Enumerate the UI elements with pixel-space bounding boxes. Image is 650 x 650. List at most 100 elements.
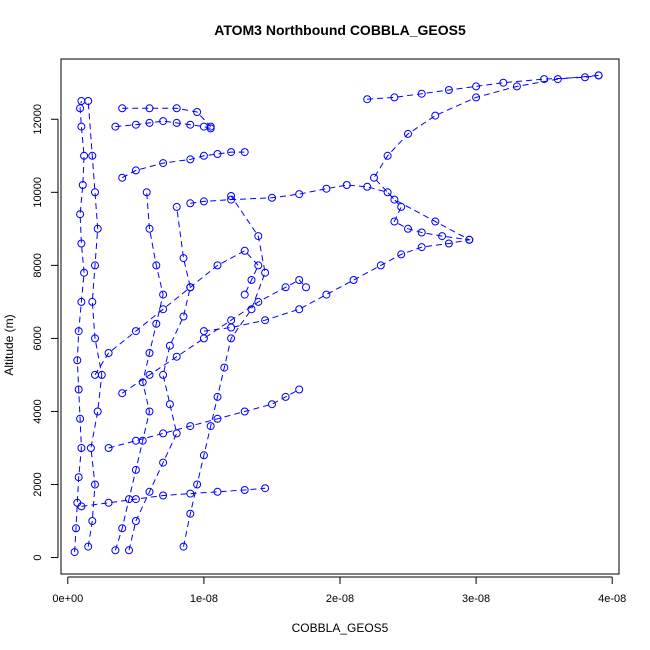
data-point <box>472 93 481 102</box>
data-point <box>186 509 195 518</box>
data-point <box>145 104 154 113</box>
data-point <box>261 484 270 493</box>
data-point <box>131 166 140 175</box>
data-point <box>145 224 154 233</box>
data-point <box>152 261 161 270</box>
data-point <box>213 414 222 423</box>
data-point <box>88 297 97 306</box>
data-point <box>131 120 140 129</box>
x-axis: 0e+00 1e-08 2e-08 3e-08 4e-08 <box>52 576 626 605</box>
data-point <box>581 73 589 82</box>
y-tick-label: 10000 <box>32 177 44 208</box>
data-point <box>111 546 120 555</box>
data-point <box>78 181 87 189</box>
data-point <box>261 268 270 277</box>
data-point <box>220 363 229 372</box>
series-7 <box>363 71 603 104</box>
data-point <box>77 239 86 248</box>
data-point <box>159 117 168 126</box>
data-point <box>295 305 304 314</box>
data-point <box>199 451 208 460</box>
data-point <box>88 517 97 525</box>
y-tick-label: 12000 <box>32 104 44 135</box>
series-line <box>81 487 266 507</box>
y-tick-label: 2000 <box>32 472 44 496</box>
data-point <box>254 297 263 306</box>
data-point <box>172 104 181 113</box>
x-tick-label: 3e-08 <box>462 593 490 605</box>
data-point <box>159 290 168 299</box>
data-point <box>145 370 154 379</box>
data-point <box>80 268 89 277</box>
data-point <box>179 542 188 551</box>
data-point <box>145 349 154 357</box>
series-11 <box>77 484 270 511</box>
data-point <box>193 108 202 116</box>
data-point <box>91 370 99 379</box>
data-point <box>431 111 440 120</box>
series-line <box>121 151 245 179</box>
data-point <box>390 217 399 226</box>
series-line <box>115 120 211 129</box>
series-4 <box>125 202 195 555</box>
data-point <box>76 414 85 423</box>
data-point <box>376 261 385 270</box>
series-12 <box>104 385 304 452</box>
series-8 <box>186 181 474 244</box>
data-point <box>172 429 181 438</box>
data-series <box>70 71 603 557</box>
data-point <box>104 349 113 357</box>
data-point <box>499 78 508 87</box>
data-point <box>227 148 236 157</box>
data-point <box>342 181 351 189</box>
series-line <box>114 192 164 551</box>
data-point <box>512 82 521 91</box>
data-point <box>91 480 99 489</box>
data-point <box>193 480 202 489</box>
data-point <box>131 436 140 445</box>
data-point <box>145 487 154 496</box>
data-point <box>118 173 127 182</box>
data-point <box>186 199 195 208</box>
data-point <box>74 385 83 394</box>
data-point <box>118 104 127 113</box>
data-point <box>125 546 133 555</box>
data-point <box>84 542 93 551</box>
data-point <box>84 97 93 105</box>
data-point <box>165 400 174 409</box>
data-point <box>91 261 99 270</box>
x-tick-label: 1e-08 <box>190 593 218 605</box>
data-point <box>281 392 290 401</box>
x-tick-label: 2e-08 <box>326 593 354 605</box>
data-point <box>370 173 378 182</box>
data-point <box>91 334 99 343</box>
data-point <box>77 297 86 306</box>
data-point <box>295 385 304 394</box>
data-point <box>349 276 358 284</box>
data-point <box>540 75 549 84</box>
data-point <box>295 190 304 199</box>
data-point <box>93 224 102 233</box>
data-point <box>104 444 113 452</box>
data-point <box>73 356 82 365</box>
data-point <box>465 235 474 244</box>
data-point <box>111 122 120 131</box>
series-10 <box>118 276 310 398</box>
data-point <box>131 465 140 474</box>
data-point <box>240 148 249 157</box>
x-axis-label: COBBLA_GEOS5 <box>292 621 389 635</box>
data-point <box>172 118 181 127</box>
data-point <box>179 254 188 263</box>
data-point <box>383 188 392 197</box>
data-point <box>131 327 140 336</box>
data-point <box>145 407 154 416</box>
data-point <box>594 71 603 80</box>
data-point <box>199 197 208 206</box>
data-point <box>261 316 270 325</box>
y-axis-label: Altitude (m) <box>2 314 16 375</box>
data-point <box>417 243 426 252</box>
data-point <box>145 118 154 127</box>
data-point <box>213 487 222 496</box>
data-point <box>404 129 412 138</box>
